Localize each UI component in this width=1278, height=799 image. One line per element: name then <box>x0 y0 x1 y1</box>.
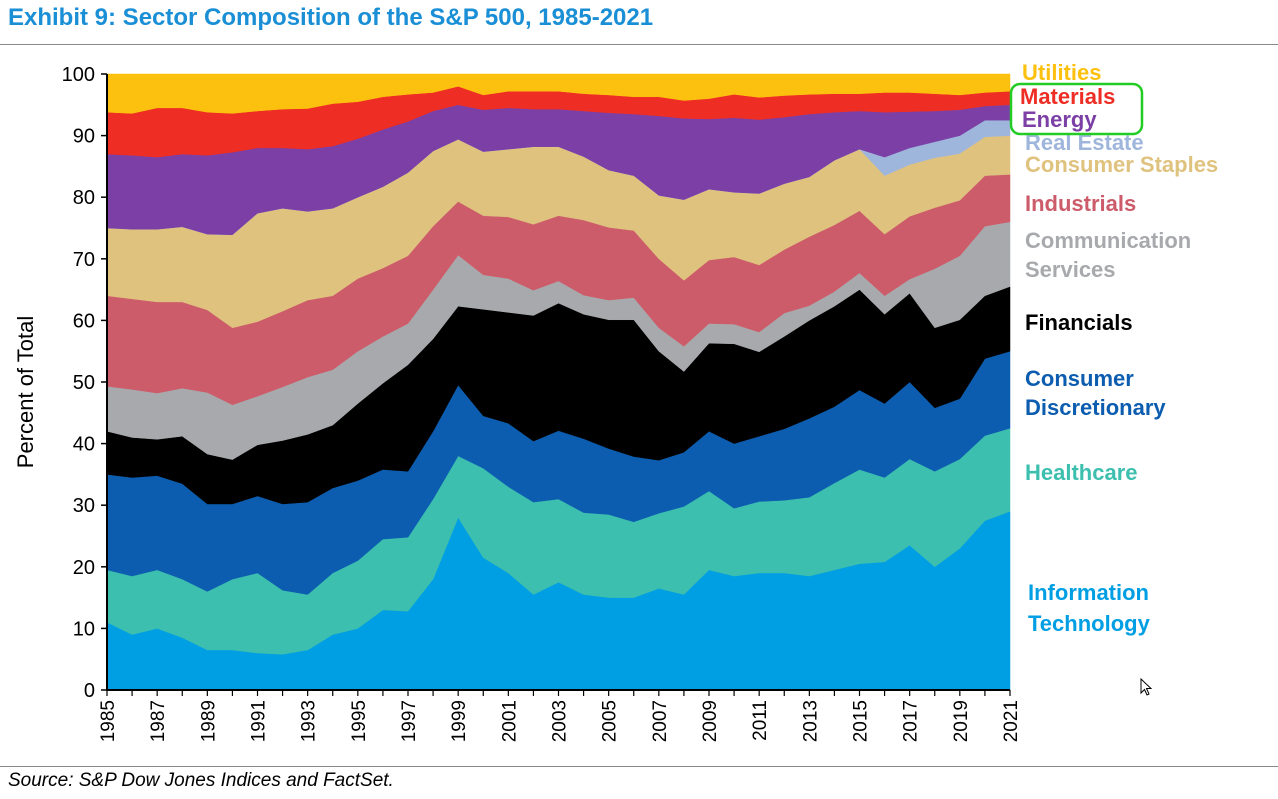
x-tick-label: 2015 <box>851 700 872 742</box>
x-tick-label: 1985 <box>98 700 119 742</box>
legend-label-healthcare: Healthcare <box>1025 460 1138 485</box>
x-tick-label: 1999 <box>449 700 470 742</box>
legend-label-services: Services <box>1025 257 1116 282</box>
x-tick-label: 2019 <box>951 700 972 742</box>
legend-label-financials: Financials <box>1025 310 1133 335</box>
x-tick-label: 2001 <box>499 700 520 742</box>
y-tick-label: 50 <box>73 372 95 394</box>
legend-label-consumer: Consumer <box>1025 366 1134 391</box>
chart-title: Exhibit 9: Sector Composition of the S&P… <box>8 4 654 31</box>
y-tick-label: 30 <box>73 495 95 517</box>
x-tick-label: 1995 <box>349 700 370 742</box>
legend-label-communication: Communication <box>1025 228 1191 253</box>
legend-label-consumer-staples: Consumer Staples <box>1025 152 1218 177</box>
legend-label-energy: Energy <box>1022 107 1097 132</box>
y-tick-label: 100 <box>62 64 95 86</box>
legend-label-materials: Materials <box>1020 84 1115 109</box>
y-tick-label: 0 <box>84 680 95 702</box>
y-tick-label: 10 <box>73 618 95 640</box>
title-divider <box>0 44 1278 45</box>
x-tick-label: 1993 <box>299 700 320 742</box>
y-tick-label: 80 <box>73 187 95 209</box>
y-tick-label: 60 <box>73 310 95 332</box>
legend-label-technology: Technology <box>1028 611 1151 636</box>
x-tick-label: 2005 <box>600 700 621 742</box>
legend-label-discretionary: Discretionary <box>1025 395 1166 420</box>
x-tick-label: 1989 <box>198 700 219 742</box>
y-tick-label: 70 <box>73 249 95 271</box>
legend-label-utilities: Utilities <box>1022 60 1101 85</box>
y-tick-label: 90 <box>73 126 95 148</box>
x-tick-label: 1987 <box>148 700 169 742</box>
y-tick-label: 20 <box>73 557 95 579</box>
y-tick-label: 40 <box>73 434 95 456</box>
x-tick-label: 2011 <box>750 700 771 741</box>
y-axis-label: Percent of Total <box>13 316 38 468</box>
x-tick-label: 2013 <box>800 700 821 742</box>
legend-label-industrials: Industrials <box>1025 191 1136 216</box>
x-tick-label: 2021 <box>1001 700 1022 742</box>
source-divider <box>0 766 1278 767</box>
x-tick-label: 1997 <box>399 700 420 742</box>
mouse-cursor-icon <box>1140 678 1153 696</box>
x-tick-label: 2003 <box>550 700 571 742</box>
legend-label-information: Information <box>1028 580 1149 605</box>
x-tick-label: 2009 <box>700 700 721 742</box>
x-tick-label: 1991 <box>249 700 270 742</box>
source-note: Source: S&P Dow Jones Indices and FactSe… <box>8 770 394 791</box>
axes-group: 0 10 20 30 40 50 60 70 80 90 100 1985 1987 1989 1991 19… <box>13 64 1022 742</box>
area-series-group <box>106 73 1011 691</box>
x-tick-label: 2007 <box>650 700 671 742</box>
legend-highlight-box <box>1009 82 1144 136</box>
x-tick-label: 2017 <box>901 700 922 742</box>
